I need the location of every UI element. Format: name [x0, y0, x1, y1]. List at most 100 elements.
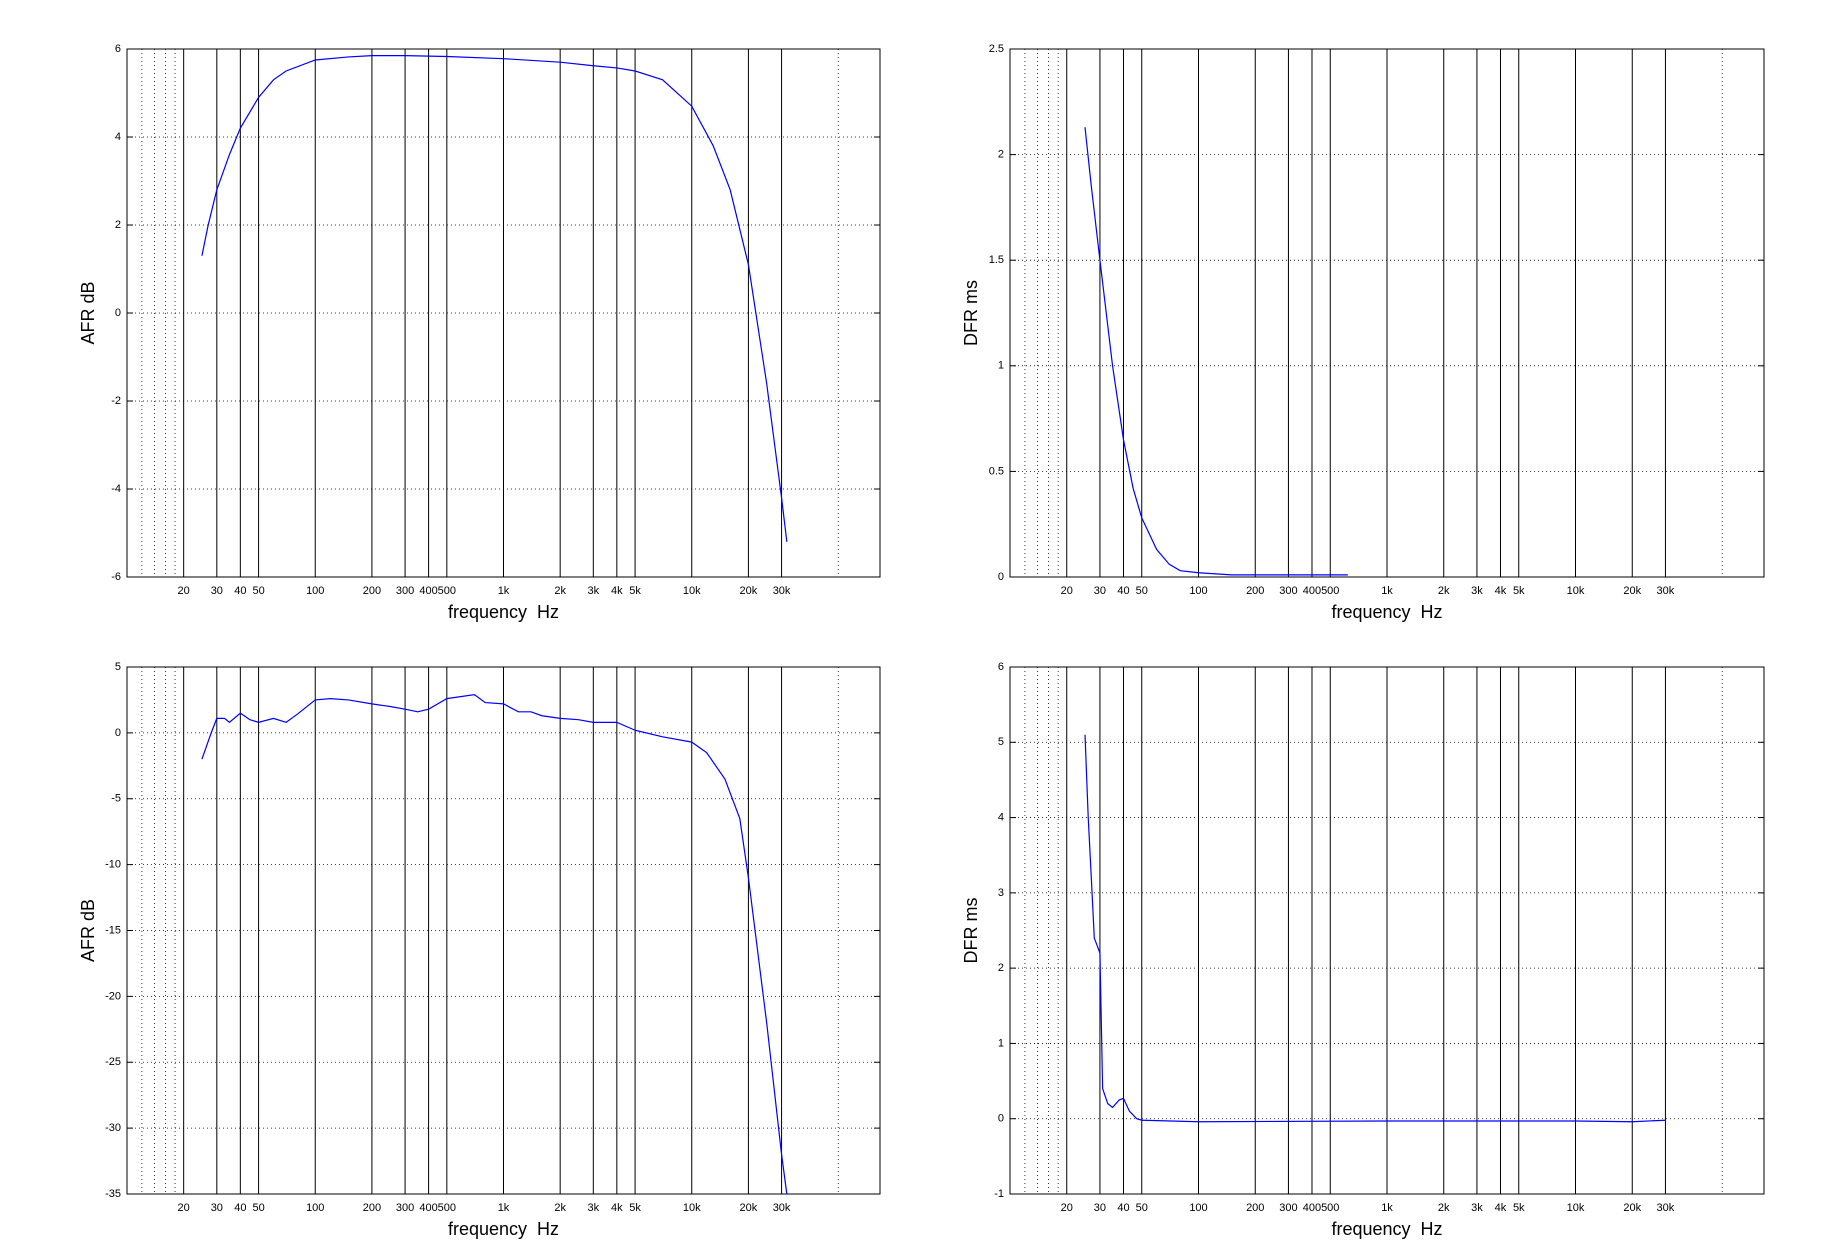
x-tick-label: 5k — [629, 1202, 641, 1214]
y-tick-label: 0 — [115, 307, 121, 319]
x-tick-label: 50 — [252, 1202, 264, 1214]
x-tick-label: 3k — [588, 585, 600, 597]
x-tick-label: 30 — [1094, 585, 1106, 597]
y-tick-label: -6 — [111, 571, 121, 583]
x-tick-label: 10k — [1567, 585, 1585, 597]
data-line — [1084, 734, 1666, 1123]
x-tick-label: 2k — [1438, 585, 1450, 597]
x-tick-label: 2k — [554, 1202, 566, 1214]
x-tick-label: 500 — [438, 585, 456, 597]
y-tick-label: -15 — [105, 924, 121, 936]
x-tick-label: 400 — [1303, 585, 1321, 597]
x-tick-label: 20k — [740, 1202, 758, 1214]
x-axis-label: frequency Hz — [1331, 1219, 1442, 1239]
x-tick-label: 30k — [773, 1202, 791, 1214]
y-tick-label: 5 — [115, 661, 121, 673]
x-tick-label: 100 — [306, 585, 324, 597]
y-tick-label: -20 — [105, 990, 121, 1002]
x-tick-label: 10k — [683, 585, 701, 597]
x-tick-label: 40 — [234, 585, 246, 597]
y-tick-label: 5 — [998, 736, 1004, 748]
y-tick-label: -25 — [105, 1056, 121, 1068]
subplot: -35 -30 -25 -20 -15 -10 -5 0 5 20 30 40 50 100 200 300 4… — [78, 661, 881, 1239]
x-tick-label: 5k — [629, 585, 641, 597]
x-tick-label: 20 — [1061, 585, 1073, 597]
x-axis-label: frequency Hz — [448, 1219, 559, 1239]
x-tick-label: 30k — [1657, 585, 1675, 597]
x-tick-label: 4k — [1495, 585, 1507, 597]
x-tick-label: 1k — [498, 585, 510, 597]
x-tick-label: 1k — [498, 1202, 510, 1214]
x-tick-label: 200 — [1246, 1202, 1264, 1214]
y-tick-label: 0 — [115, 727, 121, 739]
x-tick-label: 3k — [588, 1202, 600, 1214]
x-tick-label: 300 — [1279, 1202, 1297, 1214]
y-tick-label: -30 — [105, 1122, 121, 1134]
x-tick-label: 4k — [611, 1202, 623, 1214]
y-tick-label: -5 — [111, 793, 121, 805]
x-tick-label: 40 — [1117, 585, 1129, 597]
x-tick-label: 3k — [1471, 1202, 1483, 1214]
y-tick-label: 2.5 — [989, 43, 1004, 55]
x-tick-label: 100 — [1189, 1202, 1207, 1214]
x-tick-label: 5k — [1513, 1202, 1525, 1214]
x-tick-label: 400 — [419, 585, 437, 597]
x-tick-label: 400 — [419, 1202, 437, 1214]
x-tick-label: 50 — [1136, 585, 1148, 597]
x-tick-label: 5k — [1513, 585, 1525, 597]
x-tick-label: 10k — [683, 1202, 701, 1214]
y-tick-label: 0.5 — [989, 465, 1004, 477]
subplot: 0 0.5 1 1.5 2 2.5 20 30 40 50 100 200 300 400 500 1k 2k 3… — [961, 43, 1765, 622]
y-tick-label: 2 — [115, 219, 121, 231]
subplot: -6 -4 -2 0 2 4 6 20 30 40 50 100 200 300 400 500 1k 2k 3k 4… — [78, 43, 881, 622]
y-tick-label: -1 — [994, 1188, 1004, 1200]
x-tick-label: 200 — [1246, 585, 1264, 597]
x-tick-label: 10k — [1567, 1202, 1585, 1214]
x-tick-label: 500 — [1321, 585, 1339, 597]
x-tick-label: 20k — [1623, 1202, 1641, 1214]
x-tick-label: 100 — [1189, 585, 1207, 597]
axes-frame — [1009, 666, 1765, 1195]
y-tick-label: 1 — [998, 1037, 1004, 1049]
data-line — [1084, 127, 1348, 576]
x-tick-label: 30 — [211, 1202, 223, 1214]
x-tick-label: 300 — [1279, 585, 1297, 597]
x-tick-label: 30 — [1094, 1202, 1106, 1214]
x-tick-label: 200 — [363, 1202, 381, 1214]
x-axis-label: frequency Hz — [1331, 602, 1442, 622]
y-tick-label: 2 — [998, 962, 1004, 974]
x-axis-label: frequency Hz — [448, 602, 559, 622]
x-tick-label: 4k — [1495, 1202, 1507, 1214]
x-tick-label: 300 — [396, 585, 414, 597]
x-tick-label: 1k — [1381, 1202, 1393, 1214]
y-axis-label: AFR dB — [78, 281, 98, 344]
y-tick-label: -2 — [111, 395, 121, 407]
y-tick-label: 4 — [998, 811, 1004, 823]
y-axis-label: AFR dB — [78, 899, 98, 962]
x-tick-label: 20 — [1061, 1202, 1073, 1214]
x-tick-label: 500 — [1321, 1202, 1339, 1214]
subplot: -1 0 1 2 3 4 5 6 20 30 40 50 100 200 300 400 500 1k 2k 3k 4k… — [961, 661, 1765, 1239]
y-tick-label: 6 — [998, 661, 1004, 673]
x-tick-label: 20k — [1623, 585, 1641, 597]
y-tick-label: 0 — [998, 1113, 1004, 1125]
axes-frame — [126, 666, 881, 1195]
y-tick-label: 3 — [998, 887, 1004, 899]
x-tick-label: 30k — [773, 585, 791, 597]
x-tick-label: 2k — [554, 585, 566, 597]
x-tick-label: 40 — [234, 1202, 246, 1214]
x-tick-label: 500 — [438, 1202, 456, 1214]
y-tick-label: -4 — [111, 483, 121, 495]
x-tick-label: 40 — [1117, 1202, 1129, 1214]
y-tick-label: 0 — [998, 571, 1004, 583]
x-tick-label: 50 — [1136, 1202, 1148, 1214]
axes-frame — [126, 48, 881, 578]
x-tick-label: 4k — [611, 585, 623, 597]
axes-frame — [1009, 48, 1765, 578]
y-tick-label: -35 — [105, 1188, 121, 1200]
x-tick-label: 30 — [211, 585, 223, 597]
y-tick-label: 1 — [998, 360, 1004, 372]
y-tick-label: -10 — [105, 859, 121, 871]
